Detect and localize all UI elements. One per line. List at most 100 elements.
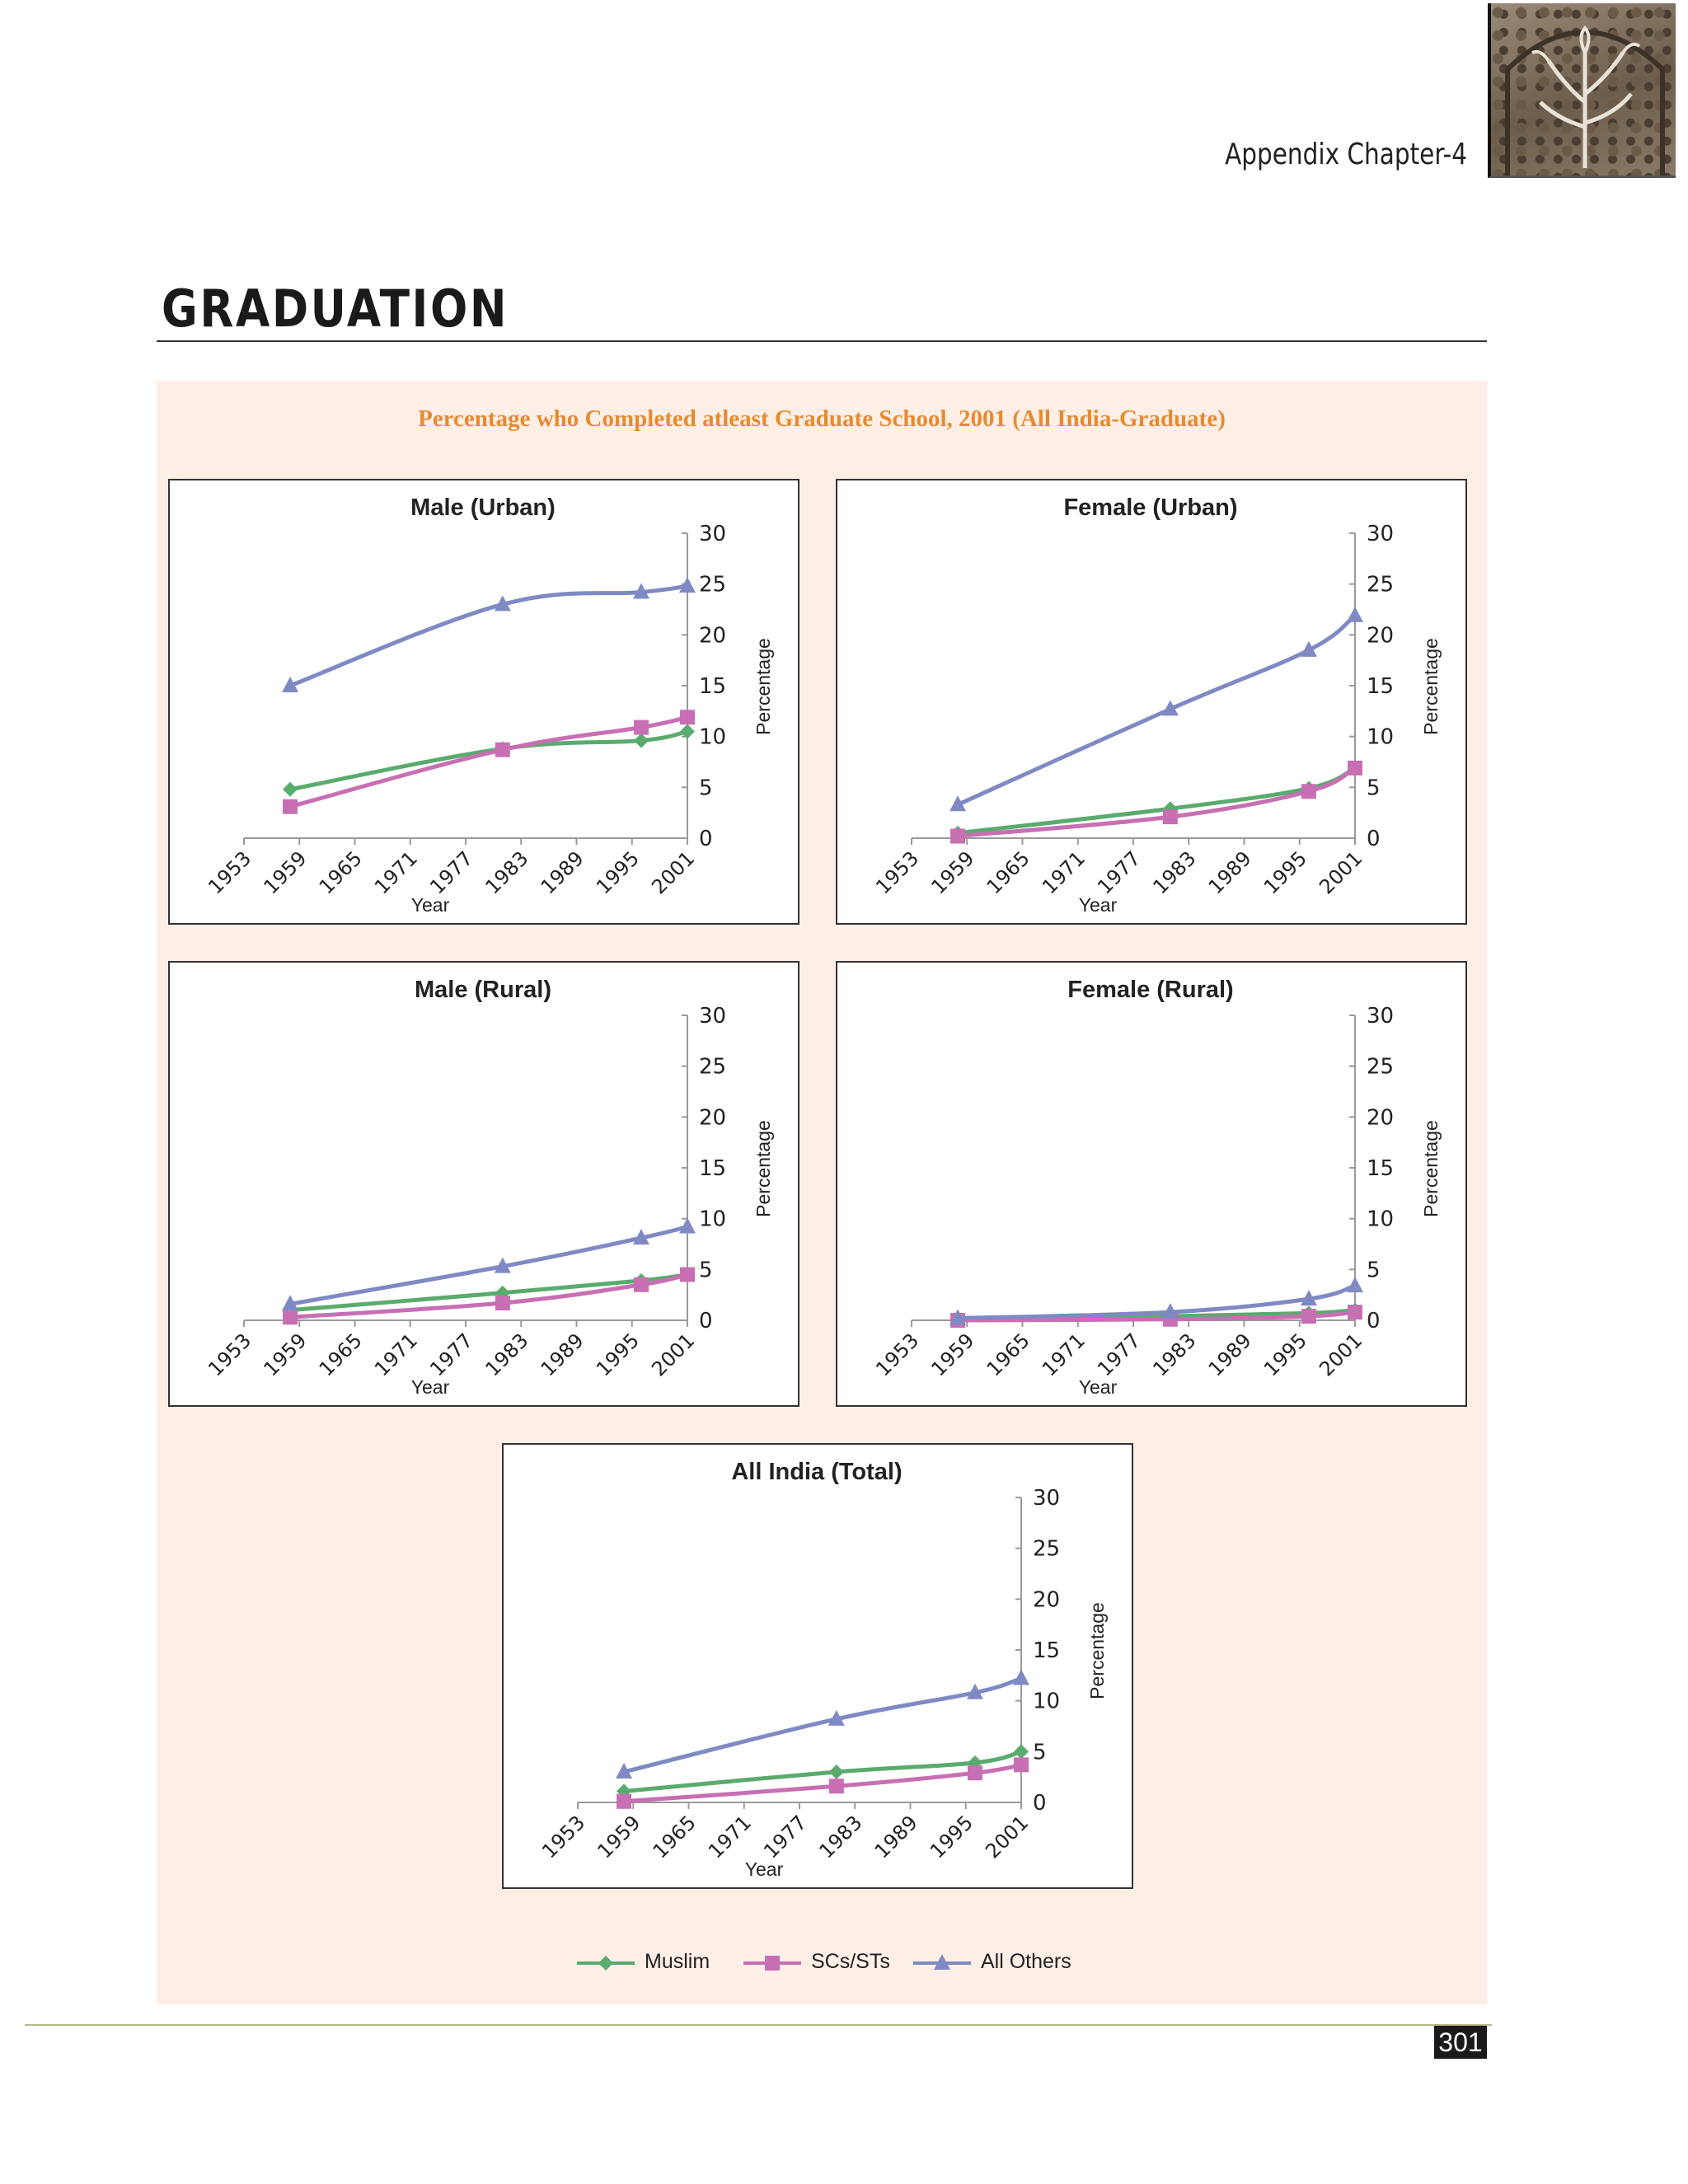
data-point-all-others (494, 1257, 511, 1273)
data-point-scs-sts (495, 1296, 510, 1311)
chart-male-rural: Male (Rural) 1953 1959 1965 1971 1977 1983 1989… (168, 961, 799, 1407)
chart-title: Female (Rural) (1067, 977, 1233, 1003)
legend-item-all-others: All Others (905, 1947, 1119, 1980)
y-tick-label: 10 (1033, 1690, 1060, 1714)
y-tick-label: 25 (699, 1055, 726, 1080)
x-tick-label: 1995 (1259, 1329, 1311, 1380)
x-tick-label: 1977 (1093, 846, 1145, 898)
data-point-scs-sts (1348, 1305, 1362, 1320)
x-tick-label: 1959 (927, 1329, 979, 1380)
legend-item-scs-sts: SCs/STs (735, 1947, 917, 1980)
x-tick-label: 1983 (815, 1811, 867, 1863)
chart-female-urban: Female (Urban) 1953 1959 1965 1971 1977 1983 19… (836, 479, 1467, 925)
series-line-all-others (288, 583, 690, 688)
chart-svg: All India (Total)1953 1959 1965 1971 1977 198… (537, 1459, 1108, 1880)
x-tick-label: 1965 (315, 1329, 367, 1380)
x-tick-label: 1995 (592, 1329, 644, 1380)
y-tick-label: 5 (1367, 1258, 1381, 1282)
y-tick-label: 30 (1367, 522, 1394, 546)
series-line-muslim (621, 1749, 1024, 1793)
x-tick-label: 1995 (592, 846, 644, 898)
y-tick-label: 0 (1367, 1309, 1381, 1333)
series-line-scs-sts (955, 1310, 1357, 1323)
x-tick-label: 2001 (647, 1329, 699, 1380)
y-tick-label: 0 (1367, 827, 1381, 851)
x-tick-label: 2001 (1315, 846, 1367, 898)
series-line-scs-sts (621, 1762, 1024, 1804)
data-point-muslim (1014, 1744, 1029, 1760)
x-tick-label: 1989 (537, 1329, 588, 1380)
y-tick-label: 30 (1033, 1486, 1060, 1511)
y-axis-title: Percentage (1420, 638, 1442, 735)
data-point-muslim (633, 733, 649, 748)
y-tick-label: 20 (1033, 1587, 1060, 1612)
y-tick-label: 5 (1033, 1740, 1047, 1765)
data-point-scs-sts (680, 1267, 695, 1282)
data-point-all-others (950, 1309, 967, 1325)
data-point-scs-sts (633, 719, 649, 735)
y-tick-label: 10 (699, 725, 726, 750)
x-tick-label: 1959 (927, 846, 979, 898)
legend-item-muslim: Muslim (569, 1947, 734, 1980)
legend-label-all-others: All Others (981, 1950, 1071, 1973)
data-point-scs-sts (1162, 809, 1178, 825)
data-point-scs-sts (1348, 760, 1362, 776)
x-tick-label: 1989 (1204, 1329, 1256, 1380)
y-tick-label: 0 (699, 1309, 713, 1333)
x-tick-label: 1995 (1259, 846, 1311, 898)
y-tick-label: 25 (699, 573, 726, 598)
data-point-scs-sts (633, 1277, 649, 1292)
y-tick-label: 15 (1033, 1638, 1060, 1663)
x-tick-label: 1953 (871, 1329, 923, 1380)
series-line-muslim (288, 729, 690, 792)
x-tick-label: 1965 (982, 1329, 1034, 1380)
data-point-all-others (282, 1295, 299, 1311)
data-point-scs-sts (283, 1310, 298, 1325)
chart-svg: Male (Urban) 1953 1959 1965 1971 1977 1983 1989… (204, 494, 774, 916)
data-point-all-others (1347, 1277, 1363, 1293)
x-tick-label: 2001 (981, 1811, 1033, 1863)
data-point-scs-sts (828, 1779, 844, 1794)
x-tick-label: 1977 (425, 846, 477, 898)
x-tick-label: 1959 (593, 1811, 645, 1863)
x-tick-label: 1971 (1038, 1329, 1090, 1380)
legend-marker-triangle-icon (934, 1954, 950, 1970)
data-point-muslim (617, 1783, 632, 1799)
data-point-scs-sts (1301, 1309, 1316, 1324)
x-tick-label: 1971 (704, 1811, 756, 1863)
y-tick-label: 10 (1367, 1207, 1394, 1232)
x-tick-label: 1971 (370, 846, 422, 898)
data-point-scs-sts (617, 1793, 632, 1809)
y-tick-label: 25 (1033, 1537, 1060, 1562)
data-point-all-others (950, 795, 967, 812)
y-tick-label: 15 (1367, 1156, 1394, 1181)
data-point-all-others (966, 1683, 983, 1699)
legend-label-scs-sts: SCs/STs (811, 1950, 890, 1973)
x-tick-label: 1989 (870, 1811, 922, 1863)
x-tick-label: 1977 (759, 1811, 811, 1863)
data-point-all-others (632, 583, 649, 599)
y-tick-label: 15 (1367, 674, 1394, 699)
data-point-all-others (616, 1763, 633, 1779)
y-tick-label: 20 (1367, 623, 1394, 648)
y-tick-label: 5 (699, 776, 713, 800)
title-divider (157, 340, 1487, 342)
x-tick-label: 1983 (481, 846, 533, 898)
chart-svg: Female (Urban)1953 1959 1965 1971 1977 1983 19… (871, 494, 1442, 916)
data-point-all-others (1161, 1303, 1179, 1319)
legend-marker-square-icon (765, 1956, 780, 1971)
x-tick-label: 1989 (1204, 846, 1256, 898)
y-tick-label: 30 (699, 1004, 726, 1029)
data-point-scs-sts (495, 742, 510, 757)
y-tick-label: 10 (699, 1207, 726, 1232)
y-tick-label: 15 (699, 1156, 726, 1181)
chart-legend: Muslim SCs/STs All Others (569, 1947, 1146, 1980)
data-point-all-others (828, 1709, 845, 1726)
y-tick-label: 0 (1033, 1791, 1047, 1816)
x-tick-label: 1983 (481, 1329, 533, 1380)
series-line-scs-sts (288, 1272, 690, 1319)
lattice-window-image (1488, 3, 1676, 178)
x-tick-label: 1971 (1038, 846, 1090, 898)
data-point-scs-sts (967, 1765, 982, 1781)
y-tick-label: 25 (1367, 573, 1394, 598)
